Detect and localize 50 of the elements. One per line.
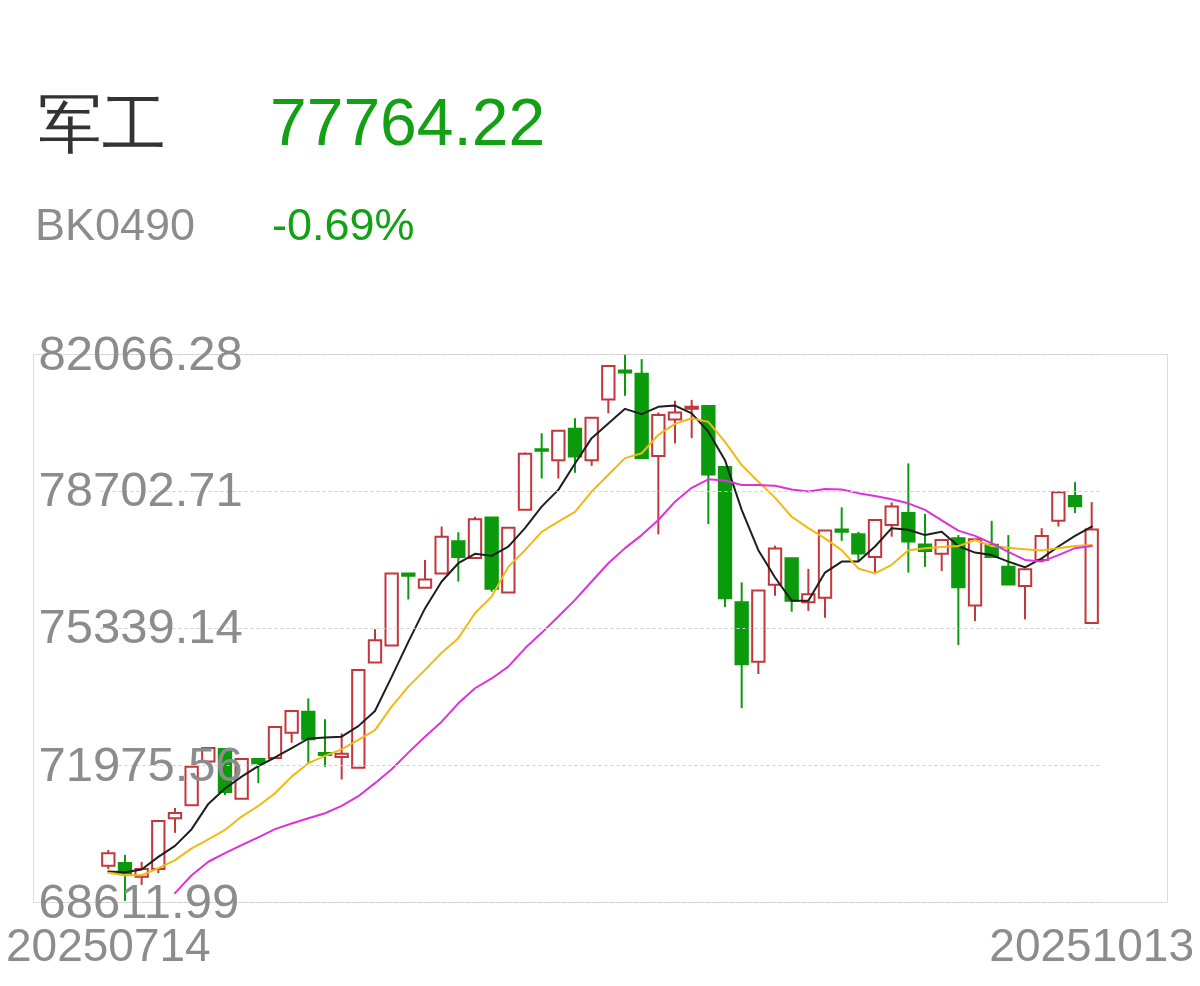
- candlestick: [684, 398, 699, 440]
- text: -0.69%: [272, 199, 415, 250]
- candlestick: [767, 544, 783, 597]
- candlestick: [734, 581, 749, 710]
- candlestick: [867, 519, 883, 574]
- candlestick: [717, 466, 733, 609]
- candlestick: [584, 416, 599, 467]
- y-tick-label: 82066.28: [38, 325, 243, 380]
- candlestick: [1034, 527, 1049, 561]
- candlestick: [817, 529, 833, 619]
- candlestick: [967, 538, 983, 623]
- candlestick: [751, 589, 766, 675]
- candlestick: [284, 710, 299, 744]
- candlestick: [801, 567, 816, 612]
- x-tick-label: 20251013: [989, 918, 1195, 971]
- candlestick: [934, 538, 949, 572]
- candlestick: [1084, 501, 1099, 625]
- candlestick: [1001, 534, 1016, 586]
- candlestick: [334, 732, 349, 781]
- candlestick: [434, 525, 449, 575]
- candlestick: [301, 697, 316, 765]
- chart-subtitle: BK0490: [35, 199, 196, 250]
- candlestick: [1017, 568, 1033, 621]
- candlestick: [551, 429, 566, 480]
- candlestick: [501, 526, 516, 594]
- y-tick-label: 75339.14: [38, 599, 243, 654]
- candlestick: [251, 758, 266, 785]
- candlestick: [1067, 481, 1083, 515]
- chart-title: 军工: [38, 88, 166, 160]
- candlestick: [167, 806, 183, 834]
- candlestick: [601, 365, 616, 415]
- candlestick: [267, 725, 283, 759]
- candlestick: [384, 572, 399, 647]
- candlestick: [617, 353, 633, 397]
- candlestick: [417, 558, 433, 589]
- candlestick: [534, 432, 549, 480]
- candlestick: [401, 572, 416, 601]
- candlestick: [351, 668, 366, 769]
- candlestick: [834, 506, 849, 542]
- y-tick-label: 78702.71: [38, 462, 243, 517]
- candlestick: [701, 404, 716, 526]
- candlestick: [1051, 491, 1066, 528]
- candlestick: [451, 531, 466, 583]
- text: 77764.22: [270, 85, 546, 159]
- candlestick: [484, 516, 499, 593]
- candlestick: [634, 358, 649, 460]
- candlestick: [367, 628, 383, 664]
- candlestick: [901, 462, 916, 574]
- candlestick: [784, 557, 799, 613]
- candlestick: [517, 452, 533, 511]
